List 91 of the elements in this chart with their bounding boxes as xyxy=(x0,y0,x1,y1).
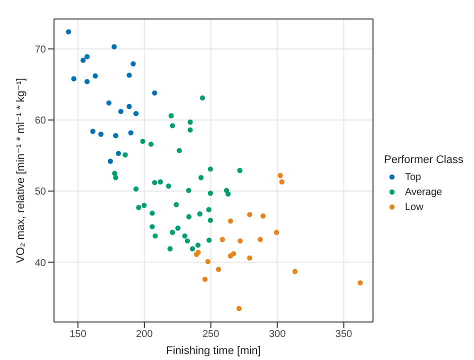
point xyxy=(98,132,104,137)
x-tick-label: 300 xyxy=(268,329,286,340)
point xyxy=(194,252,200,258)
point xyxy=(206,238,212,243)
point xyxy=(247,212,252,218)
point xyxy=(206,207,212,212)
point xyxy=(237,168,242,174)
point xyxy=(140,138,146,144)
point xyxy=(90,128,96,134)
point xyxy=(112,44,117,50)
point xyxy=(279,179,284,184)
point xyxy=(175,226,180,231)
point xyxy=(186,214,192,220)
point xyxy=(278,172,283,178)
point xyxy=(190,246,196,252)
point xyxy=(158,179,163,184)
point xyxy=(84,78,90,84)
point xyxy=(84,54,90,60)
point xyxy=(186,188,192,194)
point xyxy=(80,58,86,63)
point xyxy=(136,204,142,210)
point xyxy=(258,236,263,242)
y-tick-label: 70 xyxy=(34,44,46,56)
x-tick-label: 150 xyxy=(70,329,87,340)
x-axis-title: Finishing time [min] xyxy=(166,345,261,357)
point xyxy=(148,142,154,147)
point xyxy=(182,233,188,239)
point xyxy=(126,72,132,78)
point xyxy=(260,213,266,219)
x-tick-label: 200 xyxy=(136,329,154,340)
point xyxy=(230,251,236,256)
y-tick-label: 60 xyxy=(34,116,46,127)
legend-label: Low xyxy=(405,202,424,212)
point xyxy=(92,73,98,78)
point xyxy=(113,175,118,180)
legend-label: Average xyxy=(405,186,442,198)
point xyxy=(188,127,193,133)
x-tick-label: 350 xyxy=(335,329,353,340)
point xyxy=(247,255,252,261)
point xyxy=(142,202,147,208)
point xyxy=(176,148,182,154)
point xyxy=(274,230,280,235)
y-axis-title: VO₂ max, relative [min⁻¹ * ml⁻¹ * kg⁻¹] xyxy=(14,78,27,263)
point xyxy=(106,100,112,106)
point xyxy=(133,111,139,116)
point xyxy=(238,238,243,244)
point xyxy=(152,233,158,239)
point xyxy=(226,191,231,197)
point xyxy=(228,218,234,224)
point xyxy=(133,186,139,192)
point xyxy=(152,180,158,186)
point xyxy=(195,242,201,248)
point xyxy=(150,210,155,216)
point xyxy=(208,190,214,196)
point xyxy=(116,150,122,156)
point xyxy=(71,76,76,82)
point xyxy=(197,211,202,216)
point xyxy=(128,130,134,136)
point xyxy=(236,306,242,312)
point xyxy=(66,29,72,34)
point xyxy=(122,152,128,158)
point xyxy=(198,175,204,180)
point xyxy=(208,218,214,223)
point xyxy=(200,95,206,101)
point xyxy=(216,266,222,272)
point xyxy=(152,90,158,96)
point xyxy=(292,268,298,274)
legend-title: Performer Class xyxy=(384,154,464,166)
legend-label: Top xyxy=(405,172,422,182)
point xyxy=(166,184,172,189)
y-tick-label: 50 xyxy=(34,186,46,198)
point xyxy=(167,246,173,252)
point xyxy=(184,238,190,244)
point xyxy=(358,280,363,286)
point xyxy=(188,120,193,125)
point xyxy=(130,61,136,66)
point xyxy=(168,113,174,118)
point xyxy=(118,108,124,114)
point xyxy=(220,236,226,242)
x-tick-label: 250 xyxy=(202,329,220,340)
point xyxy=(202,276,208,282)
point xyxy=(174,202,179,208)
point xyxy=(150,224,155,230)
point xyxy=(208,166,214,172)
point xyxy=(170,123,176,128)
point xyxy=(113,133,118,138)
point xyxy=(108,158,113,164)
point xyxy=(205,258,211,264)
y-tick-label: 40 xyxy=(34,258,46,269)
point xyxy=(170,230,176,235)
point xyxy=(126,104,132,110)
